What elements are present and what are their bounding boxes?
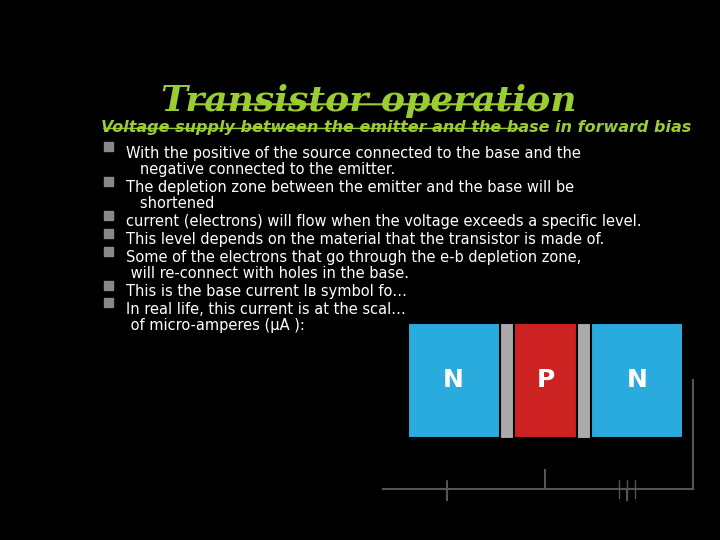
Text: Voltage supply between the emitter and the base in forward bias: Voltage supply between the emitter and t…	[101, 120, 691, 134]
Text: shortened: shortened	[126, 196, 215, 211]
FancyBboxPatch shape	[104, 211, 113, 220]
Text: of micro-amperes (μA ):: of micro-amperes (μA ):	[126, 318, 305, 333]
Text: negative connected to the emitter.: negative connected to the emitter.	[126, 161, 395, 177]
Text: N: N	[444, 368, 464, 392]
Text: e: e	[449, 300, 459, 318]
Text: V: V	[441, 509, 447, 519]
Text: IB: IB	[554, 449, 564, 459]
Bar	[514, 322, 577, 438]
Text: Some of the electrons that go through the e-b depletion zone,: Some of the electrons that go through th…	[126, 250, 582, 265]
Text: +: +	[645, 473, 656, 486]
Text: EE: EE	[450, 511, 459, 520]
FancyBboxPatch shape	[104, 246, 113, 255]
Text: Transistor operation: Transistor operation	[161, 84, 577, 118]
Text: P: P	[536, 368, 554, 392]
Bar	[577, 322, 591, 438]
Text: This is the base current Iʙ symbol fo…: This is the base current Iʙ symbol fo…	[126, 285, 407, 299]
Text: current (electrons) will flow when the voltage exceeds a specific level.: current (electrons) will flow when the v…	[126, 214, 642, 230]
Text: This level depends on the material that the transistor is made of.: This level depends on the material that …	[126, 232, 605, 247]
Bar	[591, 322, 683, 438]
Text: c: c	[633, 300, 642, 318]
Text: b: b	[540, 300, 551, 318]
Text: The depletion zone between the emitter and the base will be: The depletion zone between the emitter a…	[126, 180, 575, 195]
FancyBboxPatch shape	[104, 142, 113, 151]
FancyBboxPatch shape	[104, 281, 113, 290]
Text: With the positive of the source connected to the base and the: With the positive of the source connecte…	[126, 146, 581, 161]
Text: IF: IF	[354, 367, 364, 376]
Bar	[500, 322, 514, 438]
Text: N: N	[626, 368, 647, 392]
FancyBboxPatch shape	[104, 177, 113, 186]
FancyBboxPatch shape	[104, 298, 113, 307]
Text: V: V	[621, 509, 627, 519]
Text: will re-connect with holes in the base.: will re-connect with holes in the base.	[126, 266, 409, 281]
FancyBboxPatch shape	[104, 228, 113, 238]
Text: In real life, this current is at the scal…: In real life, this current is at the sca…	[126, 302, 406, 317]
Text: CC: CC	[630, 511, 640, 520]
Text: +: +	[461, 473, 472, 486]
Bar	[408, 322, 500, 438]
